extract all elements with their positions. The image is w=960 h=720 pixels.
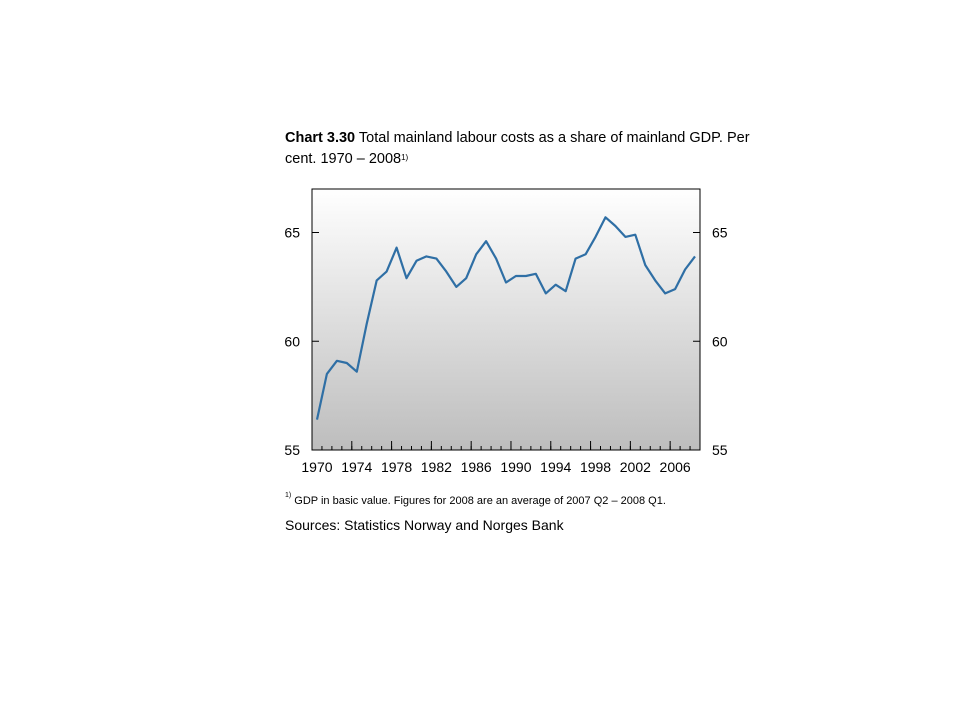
chart-title: Chart 3.30 Total mainland labour costs a… <box>285 128 755 170</box>
x-tick-label-1978: 1978 <box>381 459 412 475</box>
x-tick-label-1998: 1998 <box>580 459 611 475</box>
x-tick-label-1970: 1970 <box>301 459 332 475</box>
y-tick-label-right-65: 65 <box>712 225 728 241</box>
series-line <box>315 216 696 420</box>
y-tick-label-left-60: 60 <box>284 333 300 349</box>
x-tick-label-1982: 1982 <box>421 459 452 475</box>
y-tick-label-right-55: 55 <box>712 442 728 458</box>
x-tick-label-1974: 1974 <box>341 459 372 475</box>
x-tick-label-1990: 1990 <box>500 459 531 475</box>
x-tick-label-1986: 1986 <box>461 459 492 475</box>
x-tick-label-1994: 1994 <box>540 459 571 475</box>
sources-text: Sources: Statistics Norway and Norges Ba… <box>285 517 564 533</box>
footnote-text: GDP in basic value. Figures for 2008 are… <box>294 495 666 507</box>
x-tick-label-2002: 2002 <box>620 459 651 475</box>
plot-area <box>311 188 701 451</box>
chart-title-text: Total mainland labour costs as a share o… <box>285 130 750 167</box>
title-footnote-mark: 1) <box>401 153 409 162</box>
y-tick-label-left-65: 65 <box>284 225 300 241</box>
y-tick-label-right-60: 60 <box>712 333 728 349</box>
footnote: 1) GDP in basic value. Figures for 2008 … <box>285 492 666 507</box>
footnote-mark: 1) <box>285 492 292 499</box>
y-tick-label-left-55: 55 <box>284 442 300 458</box>
chart-number: Chart 3.30 <box>285 130 356 146</box>
x-tick-label-2006: 2006 <box>660 459 691 475</box>
